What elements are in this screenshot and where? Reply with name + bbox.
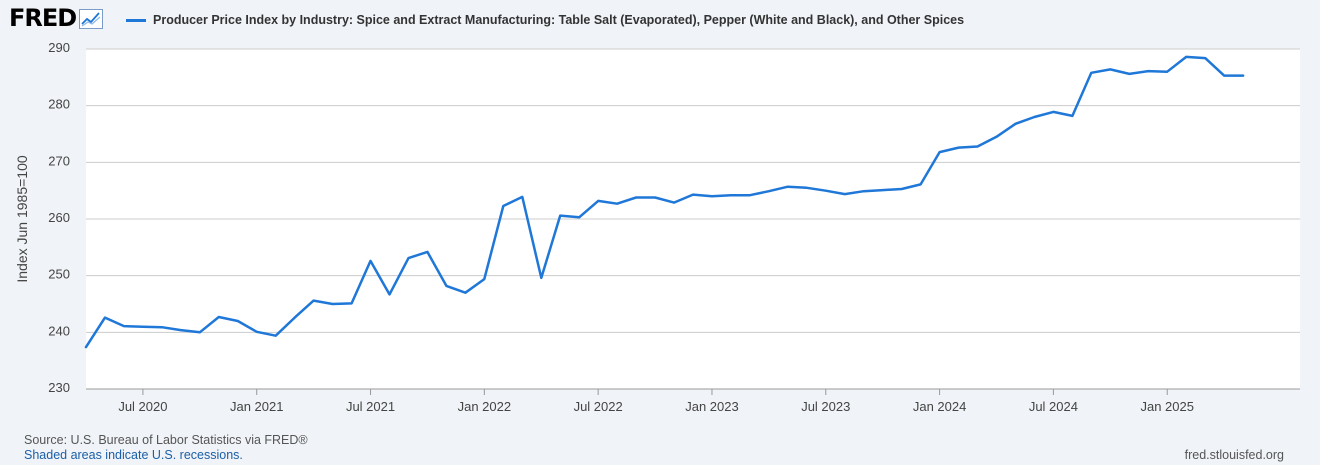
data-point[interactable] xyxy=(121,324,126,329)
y-tick-label: 270 xyxy=(48,153,70,168)
x-tick-label: Jul 2024 xyxy=(1029,399,1078,414)
data-point[interactable] xyxy=(804,185,809,190)
x-tick-label: Jan 2022 xyxy=(458,399,512,414)
y-tick-label: 230 xyxy=(48,380,70,395)
y-axis-title: Index Jun 1985=100 xyxy=(14,155,30,282)
data-point[interactable] xyxy=(463,290,468,295)
x-tick-label: Jan 2021 xyxy=(230,399,284,414)
data-point[interactable] xyxy=(653,195,658,200)
data-point[interactable] xyxy=(615,201,620,206)
fred-logo-text: FRED xyxy=(9,4,77,32)
data-point[interactable] xyxy=(387,292,392,297)
trend-line-icon xyxy=(79,9,104,29)
data-point[interactable] xyxy=(292,315,297,320)
data-point[interactable] xyxy=(728,193,733,198)
data-point[interactable] xyxy=(520,194,525,199)
data-point[interactable] xyxy=(994,134,999,139)
legend-series-label: Producer Price Index by Industry: Spice … xyxy=(153,13,965,27)
x-tick-label: Jan 2023 xyxy=(685,399,739,414)
data-point[interactable] xyxy=(444,283,449,288)
data-point[interactable] xyxy=(482,277,487,282)
data-point[interactable] xyxy=(1032,115,1037,120)
data-point[interactable] xyxy=(937,150,942,155)
data-point[interactable] xyxy=(899,187,904,192)
series-line xyxy=(84,55,1245,349)
data-point[interactable] xyxy=(1241,73,1246,78)
data-point[interactable] xyxy=(747,193,752,198)
data-point[interactable] xyxy=(1108,67,1113,72)
y-tick-label: 260 xyxy=(48,210,70,225)
data-point[interactable] xyxy=(1070,113,1075,118)
x-tick-label: Jul 2022 xyxy=(574,399,623,414)
data-point[interactable] xyxy=(1089,70,1094,75)
data-point[interactable] xyxy=(1184,54,1189,59)
data-point[interactable] xyxy=(842,192,847,197)
chart-legend: Producer Price Index by Industry: Spice … xyxy=(126,13,964,27)
x-tick-label: Jul 2021 xyxy=(346,399,395,414)
data-point[interactable] xyxy=(330,302,335,307)
footer-url[interactable]: fred.stlouisfed.org xyxy=(1184,448,1284,462)
data-point[interactable] xyxy=(861,189,866,194)
data-point[interactable] xyxy=(956,145,961,150)
data-point[interactable] xyxy=(558,213,563,218)
data-point[interactable] xyxy=(1051,109,1056,114)
data-point[interactable] xyxy=(368,258,373,263)
chart-header: FRED Producer Price Index by Industry: S… xyxy=(0,0,1320,40)
data-point[interactable] xyxy=(273,333,278,338)
y-axis-ticks: 230 240 250 260 270 280 290 xyxy=(48,40,70,395)
x-tick-label: Jul 2023 xyxy=(801,399,850,414)
data-point[interactable] xyxy=(103,315,108,320)
data-point[interactable] xyxy=(975,144,980,149)
data-point[interactable] xyxy=(539,275,544,280)
data-point[interactable] xyxy=(311,298,316,303)
data-point[interactable] xyxy=(766,189,771,194)
x-tick-label: Jul 2020 xyxy=(118,399,167,414)
data-point[interactable] xyxy=(710,194,715,199)
x-tick-label: Jan 2024 xyxy=(913,399,967,414)
data-point[interactable] xyxy=(501,204,506,209)
data-point[interactable] xyxy=(406,256,411,261)
data-point[interactable] xyxy=(1146,69,1151,74)
data-point[interactable] xyxy=(672,200,677,205)
y-tick-label: 240 xyxy=(48,323,70,338)
footer-recession-note[interactable]: Shaded areas indicate U.S. recessions. xyxy=(24,448,243,462)
data-point[interactable] xyxy=(197,330,202,335)
x-axis-ticks: Jul 2020 Jan 2021 Jul 2021 Jan 2022 Jul 2022… xyxy=(86,388,1300,414)
data-point[interactable] xyxy=(178,328,183,333)
footer-source: Source: U.S. Bureau of Labor Statistics … xyxy=(24,433,308,447)
data-point[interactable] xyxy=(1127,71,1132,76)
data-point[interactable] xyxy=(159,325,164,330)
data-point[interactable] xyxy=(880,188,885,193)
data-point[interactable] xyxy=(254,329,259,334)
fred-logo[interactable]: FRED xyxy=(9,4,104,32)
data-point[interactable] xyxy=(84,345,89,350)
data-point[interactable] xyxy=(918,182,923,187)
data-point[interactable] xyxy=(216,315,221,320)
data-point[interactable] xyxy=(1013,121,1018,126)
data-point[interactable] xyxy=(235,319,240,324)
data-point[interactable] xyxy=(785,184,790,189)
y-tick-label: 280 xyxy=(48,97,70,112)
data-point[interactable] xyxy=(691,192,696,197)
x-tick-label: Jan 2025 xyxy=(1140,399,1194,414)
data-point[interactable] xyxy=(140,324,145,329)
y-tick-label: 250 xyxy=(48,267,70,282)
data-point[interactable] xyxy=(1203,56,1208,61)
data-point[interactable] xyxy=(596,198,601,203)
data-point[interactable] xyxy=(1222,73,1227,78)
data-point[interactable] xyxy=(823,188,828,193)
y-tick-label: 290 xyxy=(48,40,70,55)
data-point[interactable] xyxy=(577,215,582,220)
data-point[interactable] xyxy=(1165,69,1170,74)
data-point[interactable] xyxy=(425,249,430,254)
data-point[interactable] xyxy=(349,301,354,306)
legend-series-swatch xyxy=(126,18,146,22)
data-point[interactable] xyxy=(634,195,639,200)
